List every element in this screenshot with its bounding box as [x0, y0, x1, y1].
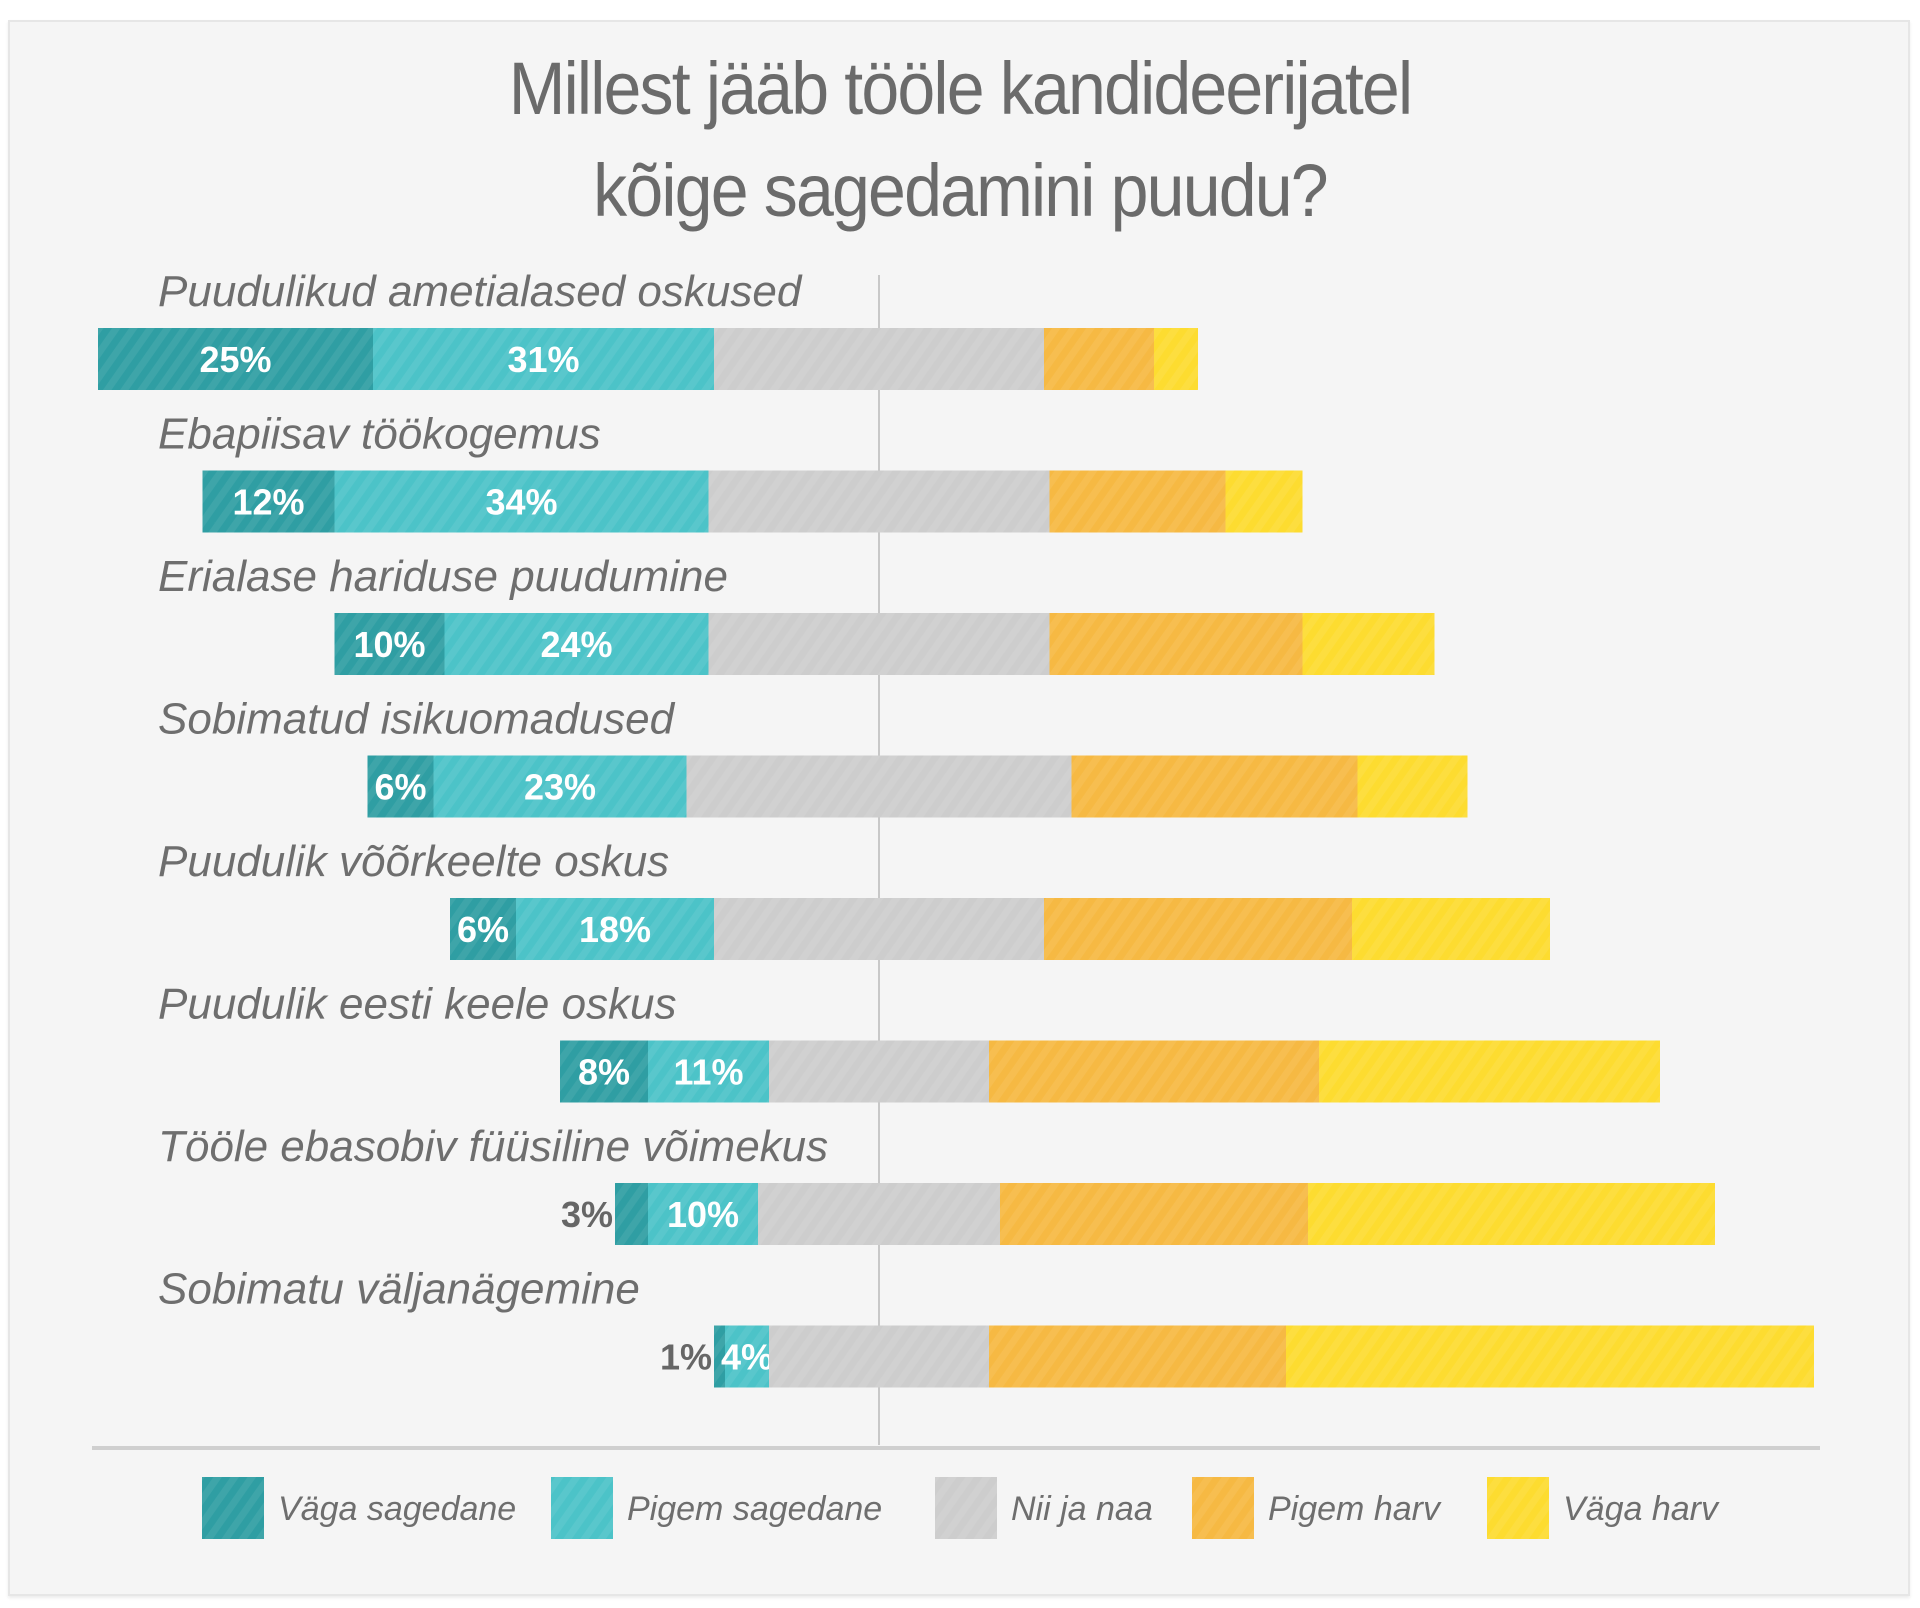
bar-segment-texture — [714, 328, 1044, 390]
bar-segment-texture — [1071, 755, 1358, 818]
bar-segment-texture — [367, 755, 434, 818]
legend-label: Nii ja naa — [1011, 1490, 1153, 1528]
legend-swatch-texture — [202, 1477, 264, 1539]
bar-segment-texture — [615, 1183, 648, 1245]
bar-segment-texture — [202, 470, 335, 533]
data-label: 23% — [524, 767, 596, 808]
bar-segment-texture — [708, 613, 1050, 675]
bar-segment-texture — [1049, 470, 1226, 533]
data-label: 6% — [457, 909, 509, 950]
bar-segment-texture — [98, 328, 373, 390]
category-label: Tööle ebasobiv füüsiline võimekus — [158, 1122, 828, 1171]
category-label: Sobimatud isikuomadused — [158, 695, 676, 744]
data-label: 8% — [578, 1052, 630, 1093]
bar-segment-texture — [373, 328, 714, 390]
bar-segment-texture — [1357, 755, 1468, 818]
chart-title-line-2: kõige sagedamini puudu? — [593, 149, 1328, 232]
legend-label: Pigem harv — [1268, 1490, 1442, 1528]
bar-segment-texture — [648, 1183, 758, 1245]
data-label: 18% — [579, 909, 651, 950]
bar-segment-texture — [1352, 898, 1550, 960]
bar-segment-texture — [708, 470, 1050, 533]
bar-segment-texture — [450, 898, 516, 960]
data-label: 3% — [561, 1194, 613, 1235]
category-label: Puudulikud ametialased oskused — [158, 267, 803, 316]
legend-label: Väga harv — [1563, 1490, 1720, 1528]
bar-segment-texture — [989, 1325, 1286, 1388]
category-label: Ebapiisav töökogemus — [158, 410, 601, 459]
bar-segment-texture — [758, 1183, 1000, 1245]
data-label: 10% — [353, 624, 425, 665]
bar-segment-texture — [1044, 898, 1352, 960]
chart-title: Millest jääb tööle kandideerijatel kõige… — [77, 38, 1843, 242]
data-label: 11% — [673, 1052, 743, 1093]
bar-segment-texture — [686, 755, 1072, 818]
chart-title-line-1: Millest jääb tööle kandideerijatel — [508, 47, 1413, 130]
data-label: 10% — [667, 1194, 739, 1235]
bar-segment-texture — [1044, 328, 1154, 390]
legend-label: Väga sagedane — [278, 1490, 516, 1528]
category-label: Erialase hariduse puudumine — [158, 552, 728, 601]
data-label: 25% — [199, 339, 271, 380]
bar-segment-texture — [648, 1040, 769, 1103]
bar-segment-texture — [725, 1325, 769, 1388]
bar-segment-texture — [1000, 1183, 1308, 1245]
bar-segment-texture — [1302, 613, 1435, 675]
bar-segment-texture — [516, 898, 714, 960]
bar-segment-texture — [334, 470, 709, 533]
legend-swatch-texture — [551, 1477, 613, 1539]
bar-segment-texture — [1286, 1325, 1814, 1388]
legend-swatch-texture — [1192, 1477, 1254, 1539]
data-label: 12% — [232, 482, 304, 523]
bar-segment-texture — [1319, 1040, 1660, 1103]
bar-segment-texture — [433, 755, 687, 818]
bar-segment-texture — [334, 613, 445, 675]
data-label: 4% — [721, 1337, 773, 1378]
category-label: Puudulik võõrkeelte oskus — [158, 837, 669, 886]
legend-label: Pigem sagedane — [627, 1490, 882, 1528]
bar-segment-texture — [560, 1040, 648, 1103]
bar-segment-texture — [714, 898, 1044, 960]
bar-segment-texture — [1308, 1183, 1715, 1245]
data-label: 31% — [507, 339, 579, 380]
data-label: 24% — [540, 624, 612, 665]
data-label: 34% — [485, 482, 557, 523]
bar-segment-texture — [1154, 328, 1198, 390]
data-label: 1% — [660, 1337, 712, 1378]
bar-segment-texture — [1225, 470, 1303, 533]
bar-segment-texture — [769, 1325, 989, 1388]
category-label: Puudulik eesti keele oskus — [158, 980, 677, 1029]
legend-swatch-texture — [1487, 1477, 1549, 1539]
bar-segment-texture — [444, 613, 709, 675]
bar-segment-texture — [989, 1040, 1319, 1103]
legend-swatch-texture — [935, 1477, 997, 1539]
bar-segment-texture — [714, 1325, 725, 1388]
category-label: Sobimatu väljanägemine — [158, 1265, 640, 1314]
data-label: 6% — [374, 767, 426, 808]
bar-segment-texture — [769, 1040, 989, 1103]
bar-segment-texture — [1049, 613, 1303, 675]
